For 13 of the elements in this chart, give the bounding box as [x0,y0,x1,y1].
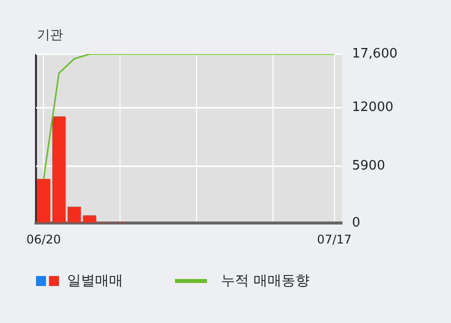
y-tick-label: 17,600 [352,46,398,62]
bar [82,215,96,222]
legend-label: 누적 매매동향 [221,272,310,290]
bar [52,116,66,222]
y-tick-label: 12000 [352,100,394,116]
bar [36,178,50,222]
legend-label: 일별매매 [67,272,123,290]
chart-title: 기관 [37,27,63,44]
y-tick-label: 5900 [352,158,386,174]
y-tick-label: 0 [352,215,360,230]
x-tick-label: 07/17 [317,232,352,246]
bar [68,206,81,222]
x-tick-label: 06/20 [26,232,61,246]
